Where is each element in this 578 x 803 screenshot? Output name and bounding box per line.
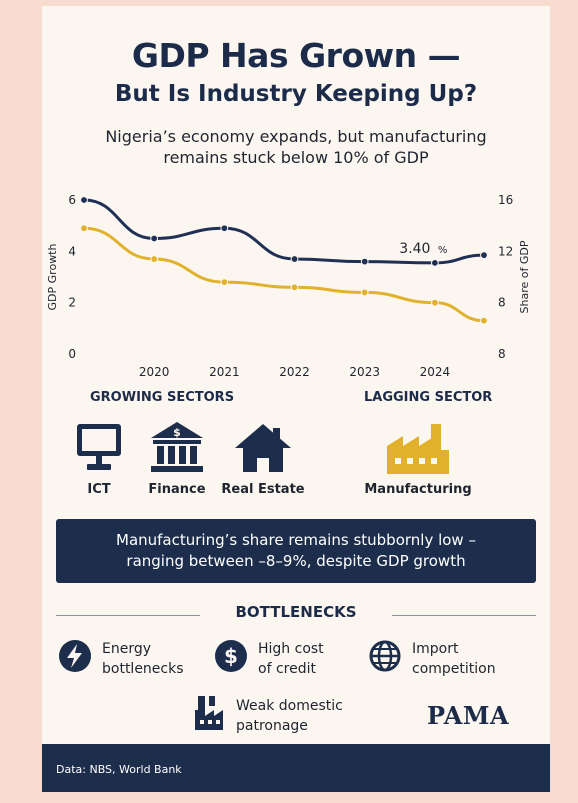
sector-real-estate: Real Estate <box>216 420 310 497</box>
monitor-icon <box>77 424 121 470</box>
bottleneck-line1: Energy <box>102 641 152 657</box>
x-tick-label: 2020 <box>139 365 170 379</box>
globe-icon <box>369 640 401 672</box>
y-tick-label-right: 16 <box>498 193 513 207</box>
bottleneck-line2: of credit <box>258 661 316 677</box>
data-point <box>430 258 439 267</box>
data-point <box>360 257 369 266</box>
data-point <box>150 234 159 243</box>
banner-line2: ranging between –8–9%, despite GDP growt… <box>126 552 466 570</box>
sector-label: Manufacturing <box>364 482 472 497</box>
y-tick-label-left: 4 <box>68 244 76 258</box>
divider-left <box>56 615 200 616</box>
page-title-line2: But Is Industry Keeping Up? <box>114 81 478 107</box>
data-point <box>150 255 159 263</box>
bottleneck-line2: bottlenecks <box>102 661 184 677</box>
bank-icon: $ <box>151 422 203 472</box>
x-tick-label: 2022 <box>279 365 310 379</box>
data-point <box>290 255 299 263</box>
factory-icon <box>387 424 449 474</box>
gdp-line-chart: 0 2 4 6 8 8 12 16 GDP Growth Share of GDP 2020 2021… <box>46 193 531 379</box>
divider-right <box>392 615 536 616</box>
y-tick-label-left: 2 <box>68 296 76 310</box>
x-tick-label: 2024 <box>420 365 451 379</box>
y-tick-label-left: 0 <box>68 347 76 361</box>
bottlenecks-heading: BOTTLENECKS <box>235 603 357 621</box>
sector-label: ICT <box>87 482 111 497</box>
bottleneck-line2: patronage <box>236 718 308 734</box>
annotation-unit: % <box>438 245 448 256</box>
subtitle-line1: Nigeria’s economy expands, but manufactu… <box>105 127 487 146</box>
series-line-navy <box>82 198 486 265</box>
data-point <box>80 196 88 204</box>
infographic-card: GDP Has Grown — But Is Industry Keeping … <box>42 6 550 792</box>
y-tick-label-right: 8 <box>498 296 506 310</box>
factory-icon <box>195 696 223 730</box>
y-tick-label-left: 6 <box>68 193 76 207</box>
banner-line1: Manufacturing’s share remains stubbornly… <box>116 531 476 549</box>
lightning-icon <box>59 640 91 672</box>
source-footer: Data: NBS, World Bank <box>42 744 550 792</box>
bottleneck-line1: High cost <box>258 641 324 657</box>
house-icon <box>235 424 291 472</box>
y-axis-title-right: Share of GDP <box>518 240 531 313</box>
y-tick-label-right: 12 <box>498 244 513 258</box>
svg-text:$: $ <box>173 426 181 439</box>
data-point <box>220 224 229 233</box>
page-title: GDP Has Grown — <box>131 36 461 75</box>
data-point <box>220 278 229 287</box>
svg-text:$: $ <box>224 644 238 668</box>
sector-ict: ICT <box>64 420 134 497</box>
data-point <box>360 288 369 297</box>
key-message-banner: Manufacturing’s share remains stubbornly… <box>56 519 536 583</box>
source-text: Data: NBS, World Bank <box>56 763 182 776</box>
x-tick-label: 2023 <box>349 365 380 379</box>
y-axis-title-left: GDP Growth <box>46 244 59 311</box>
sector-manufacturing: Manufacturing <box>360 420 476 497</box>
data-point <box>290 283 299 292</box>
growing-sectors-heading: GROWING SECTORS <box>90 390 235 405</box>
sector-label: Real Estate <box>221 482 305 497</box>
sector-label: Finance <box>148 482 206 497</box>
data-point <box>480 316 488 325</box>
data-point <box>480 251 488 260</box>
dollar-icon: $ <box>215 640 247 672</box>
bottleneck-line1: Weak domestic <box>236 698 343 714</box>
subtitle: Nigeria’s economy expands, but manufactu… <box>62 126 530 168</box>
x-tick-label: 2021 <box>209 365 240 379</box>
brand-logo: PAMA <box>427 701 510 730</box>
data-point <box>430 298 439 307</box>
sector-finance: $ Finance <box>140 420 214 497</box>
y-tick-label-right: 8 <box>498 347 506 361</box>
data-point <box>80 224 88 233</box>
lagging-sector-heading: LAGGING SECTOR <box>364 390 493 405</box>
annotation-value: 3.40 <box>399 241 430 257</box>
bottleneck-line2: competition <box>412 661 496 677</box>
subtitle-line2: remains stuck below 10% of GDP <box>163 148 429 167</box>
bottleneck-line1: Import <box>412 641 459 657</box>
